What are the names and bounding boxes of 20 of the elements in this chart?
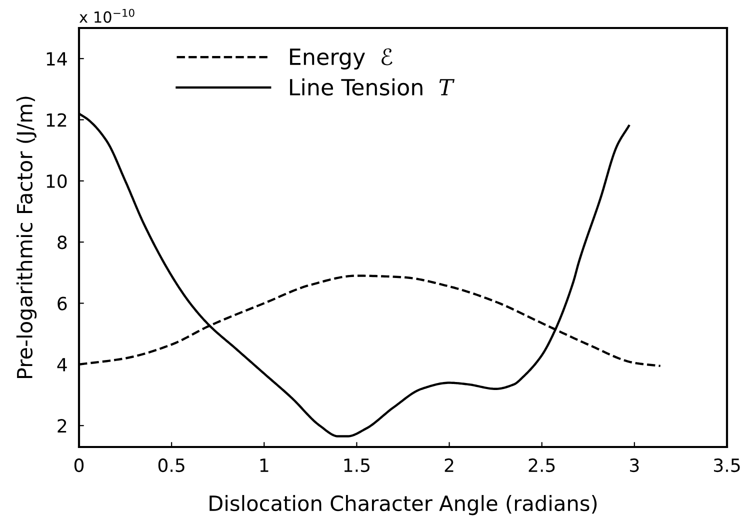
x-tick-label: 2.5	[528, 458, 555, 472]
x-tick-label: 0.5	[158, 458, 184, 472]
x-tick-label: 2	[444, 458, 454, 472]
x-axis-title: Dislocation Character Angle (radians)	[210, 495, 597, 516]
x-tick-label: 1	[260, 458, 268, 472]
text: x 10$^{−10}$	[79, 8, 134, 23]
y-tick-label: 8	[58, 236, 67, 250]
x-tick-label: 3	[630, 458, 639, 472]
x-tick-label: 3.5	[714, 458, 740, 472]
legend-label: Line Tension 𝑇	[290, 78, 455, 96]
y-axis-title: Pre-logarithmic Factor (J/m)	[16, 96, 37, 378]
y-tick-label: 10	[46, 174, 67, 188]
legend-label: Energy ℰ	[290, 48, 392, 70]
y-tick-label: 14	[46, 52, 67, 66]
x-tick-label: 0	[74, 458, 84, 472]
y-tick-label: 6	[58, 296, 67, 310]
y-tick-label: 12	[46, 113, 66, 127]
y-tick-label: 4	[57, 358, 67, 372]
y-tick-label: 2	[58, 419, 66, 432]
x-tick-label: 1.5	[344, 458, 370, 472]
